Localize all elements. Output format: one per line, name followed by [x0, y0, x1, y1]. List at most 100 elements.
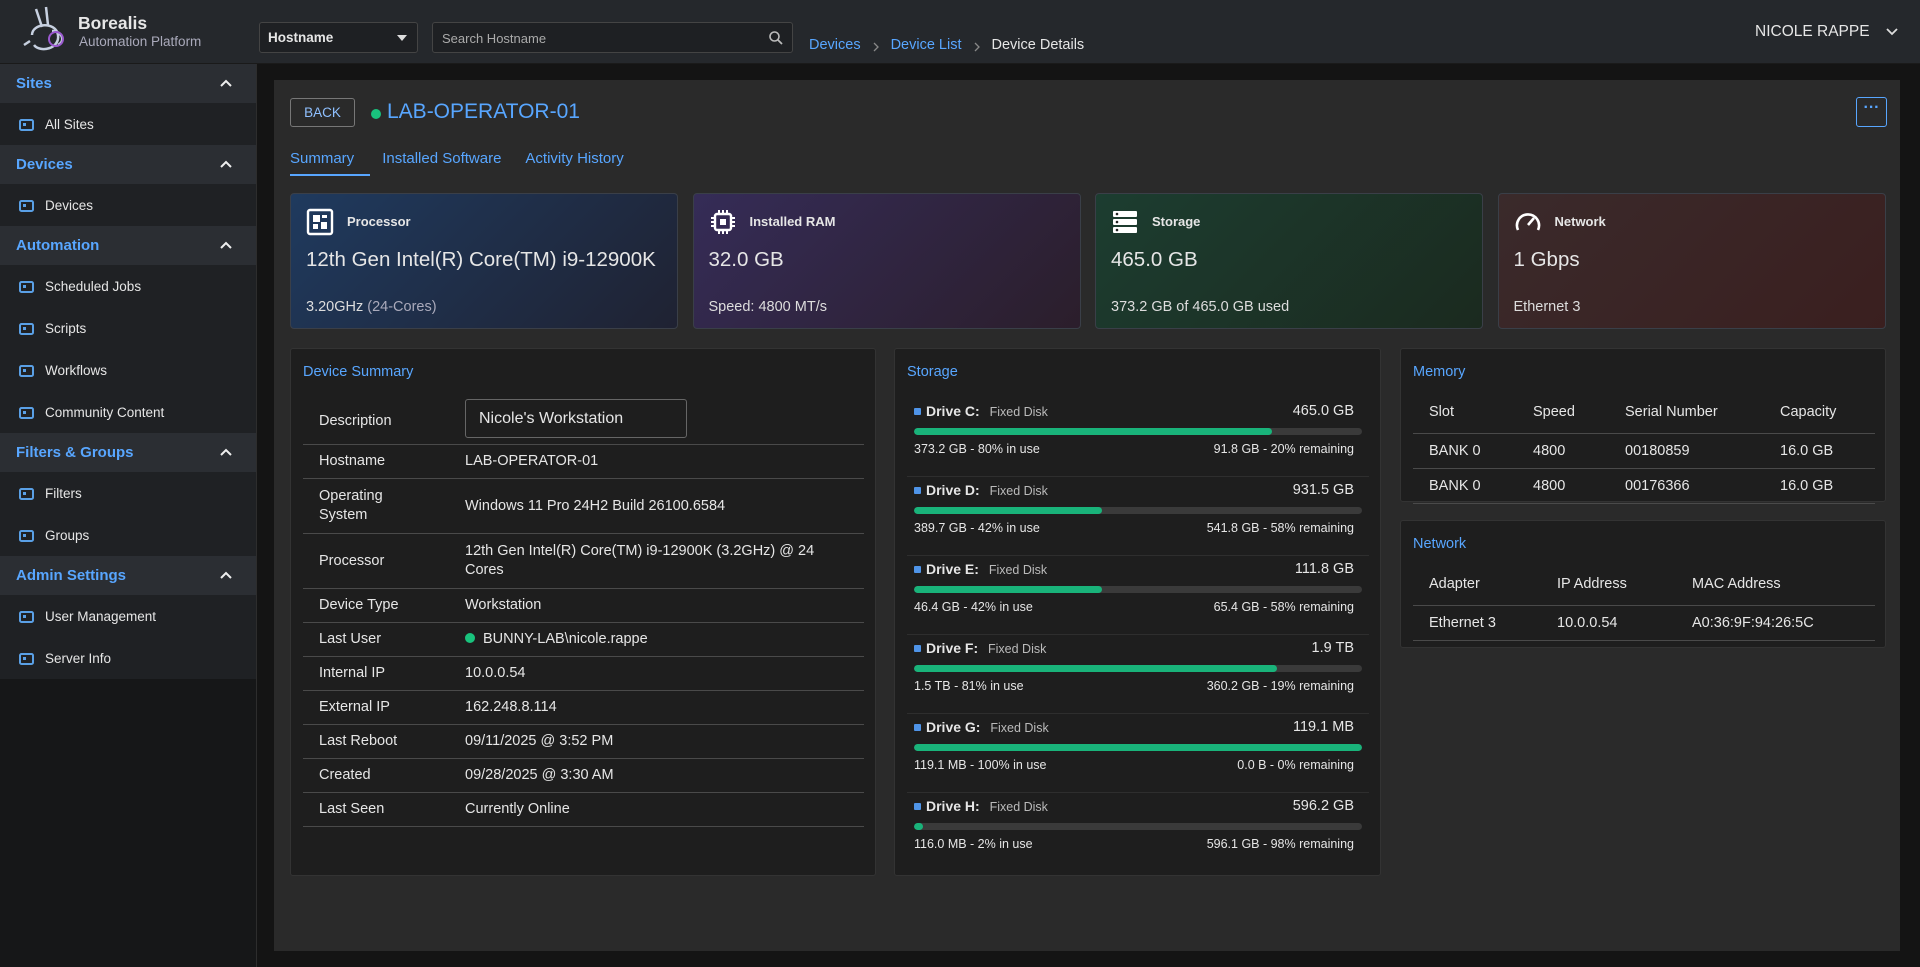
- filter-select[interactable]: Hostname: [259, 22, 418, 53]
- summary-value-text: LAB-OPERATOR-01: [465, 453, 599, 469]
- brand-name: Borealis: [78, 13, 148, 33]
- summary-value-text: 10.0.0.54: [465, 665, 526, 681]
- sidebar-item[interactable]: Scripts: [0, 307, 256, 349]
- drive-bullet: [914, 408, 921, 415]
- sidebar-item[interactable]: Community Content: [0, 391, 256, 433]
- summary-row: Hostname LAB-OPERATOR-01: [303, 445, 864, 479]
- memory-panel: Memory Slot Speed Serial Number Capacity BAN…: [1400, 348, 1886, 504]
- summary-label: Last Seen: [319, 801, 385, 817]
- search-icon: [769, 31, 783, 45]
- column-header: Slot: [1429, 404, 1454, 420]
- sidebar-item[interactable]: Server Info: [0, 637, 256, 679]
- search-input[interactable]: Search Hostname: [432, 22, 793, 53]
- sidebar-icon: [19, 610, 34, 623]
- table-row: BANK 0 4800 00180859 16.0 GB: [1413, 434, 1875, 469]
- top-bar: Borealis Automation Platform Hostname Se…: [0, 0, 1920, 64]
- card-title: Storage: [1152, 214, 1201, 229]
- column-header: Serial Number: [1625, 404, 1718, 420]
- card-title: Network: [1554, 214, 1606, 229]
- drive-heading: Drive C: Fixed Disk: [926, 403, 1048, 419]
- usage-track: [914, 507, 1362, 514]
- drive-kind: Fixed Disk: [989, 405, 1048, 419]
- card-value: 12th Gen Intel(R) Core(TM) i9-12900K: [306, 248, 656, 271]
- sidebar-item-label: Scheduled Jobs: [45, 278, 142, 294]
- table-header: Adapter IP Address MAC Address: [1413, 566, 1875, 606]
- sidebar-section-header[interactable]: Devices: [0, 145, 256, 184]
- breadcrumb[interactable]: Devices: [809, 37, 861, 53]
- summary-value: 09/11/2025 @ 3:52 PM: [465, 732, 864, 751]
- user-name: NICOLE RAPPE: [1755, 23, 1870, 40]
- card-detail: Ethernet 3: [1514, 299, 1581, 315]
- drive-remaining: 0.0 B - 0% remaining: [1237, 758, 1354, 772]
- card-detail: Speed: 4800 MT/s: [709, 299, 828, 315]
- table-cell: 00176366: [1625, 478, 1690, 494]
- user-menu[interactable]: NICOLE RAPPE: [1755, 23, 1898, 41]
- summary-row: Last Reboot 09/11/2025 @ 3:52 PM: [303, 725, 864, 759]
- drive-used: 373.2 GB - 80% in use: [914, 442, 1040, 456]
- sidebar-item[interactable]: All Sites: [0, 103, 256, 145]
- drive-bullet: [914, 645, 921, 652]
- sidebar-icon: [19, 280, 34, 293]
- summary-value: 10.0.0.54: [465, 664, 864, 683]
- table-cell: BANK 0: [1429, 443, 1481, 459]
- breadcrumb: Device Details: [991, 37, 1085, 53]
- table-cell: A0:36:9F:94:26:5C: [1692, 615, 1814, 631]
- sidebar-section-header[interactable]: Sites: [0, 64, 256, 103]
- column-header: Capacity: [1780, 404, 1837, 420]
- usage-track: [914, 665, 1362, 672]
- drive-kind: Fixed Disk: [988, 563, 1048, 577]
- drive-kind: Fixed Disk: [988, 642, 1047, 656]
- sidebar: Sites All Sites Devices Devices Automation Sc…: [0, 64, 257, 967]
- description-input[interactable]: Nicole's Workstation: [465, 398, 687, 438]
- sidebar-item[interactable]: User Management: [0, 595, 256, 637]
- back-button[interactable]: BACK: [290, 98, 355, 127]
- sidebar-section-header[interactable]: Automation: [0, 226, 256, 265]
- sidebar-item[interactable]: Groups: [0, 514, 256, 556]
- usage-track: [914, 744, 1362, 751]
- drive-size: 111.8 GB: [1294, 561, 1354, 577]
- usage-bar: [914, 428, 1273, 435]
- dropdown-icon: [397, 35, 407, 41]
- sidebar-icon: [19, 199, 34, 212]
- online-dot: [465, 633, 475, 643]
- sidebar-item[interactable]: Devices: [0, 184, 256, 226]
- summary-value: Windows 11 Pro 24H2 Build 26100.6584: [465, 497, 864, 516]
- breadcrumbs: Devices Device List Device Details: [809, 37, 1084, 53]
- tab[interactable]: Installed Software: [382, 150, 502, 167]
- drive-size: 465.0 GB: [1292, 403, 1354, 419]
- summary-value: LAB-OPERATOR-01: [465, 452, 864, 471]
- collapse-icon: [220, 241, 232, 249]
- sidebar-section-header[interactable]: Filters & Groups: [0, 433, 256, 472]
- more-button[interactable]: ···: [1856, 97, 1887, 127]
- tab[interactable]: Activity History: [525, 150, 624, 167]
- drive-remaining: 65.4 GB - 58% remaining: [1213, 600, 1354, 614]
- sidebar-item-label: User Management: [45, 608, 157, 624]
- sidebar-item-label: Scripts: [45, 320, 87, 336]
- sidebar-item[interactable]: Filters: [0, 472, 256, 514]
- table-row: Ethernet 3 10.0.0.54 A0:36:9F:94:26:5C: [1413, 606, 1875, 641]
- sidebar-section-title: Sites: [16, 75, 52, 92]
- chevron: [1886, 28, 1898, 36]
- summary-row: Operating System Windows 11 Pro 24H2 Buil…: [303, 479, 864, 534]
- sidebar-section-header[interactable]: Admin Settings: [0, 556, 256, 595]
- logo: [23, 6, 64, 51]
- drive-size: 931.5 GB: [1292, 482, 1354, 498]
- filter-select-value: Hostname: [268, 30, 334, 45]
- tab[interactable]: Summary: [290, 150, 371, 176]
- usage-track: [914, 428, 1362, 435]
- drive-item: Drive D: Fixed Disk 931.5 GB 389.7 GB - 42…: [907, 477, 1369, 556]
- sidebar-item[interactable]: Scheduled Jobs: [0, 265, 256, 307]
- summary-label: Last Reboot: [319, 733, 398, 749]
- table-cell: Ethernet 3: [1429, 615, 1496, 631]
- summary-label: Internal IP: [319, 665, 386, 681]
- card-detail-text: 373.2 GB of 465.0 GB used: [1111, 299, 1290, 315]
- breadcrumb[interactable]: Device List: [890, 37, 962, 53]
- sidebar-item[interactable]: Workflows: [0, 349, 256, 391]
- drive-name: Drive E:: [926, 561, 979, 577]
- summary-row: Description Nicole's Workstation: [303, 398, 864, 445]
- summary-label: Hostname: [319, 453, 386, 469]
- table-cell: 4800: [1533, 443, 1566, 459]
- summary-table: Description Nicole's Workstation Hostname L…: [303, 398, 864, 827]
- drive-item: Drive F: Fixed Disk 1.9 TB 1.5 TB - 81% in…: [907, 635, 1369, 714]
- sidebar-icon: [19, 529, 34, 542]
